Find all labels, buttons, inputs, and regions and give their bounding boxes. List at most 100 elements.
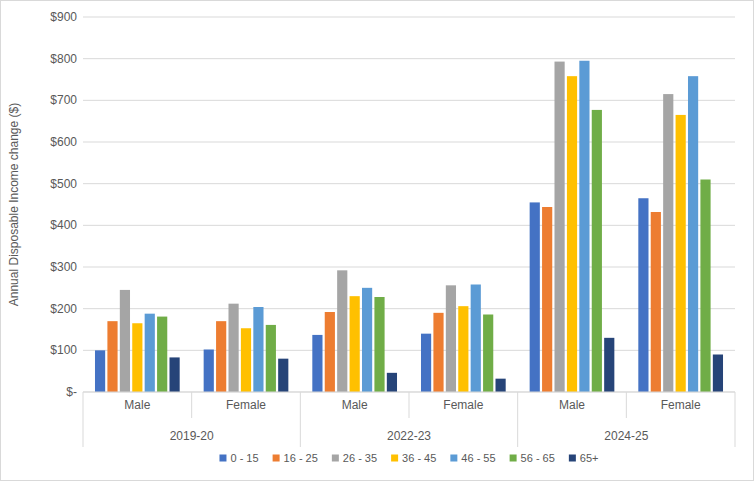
y-axis-title: Annual Disposable Income change ($)	[7, 103, 21, 306]
y-tick-label: $500	[50, 177, 77, 191]
y-tick-label: $400	[50, 218, 77, 232]
x-group-label: 2019-20	[170, 429, 214, 443]
legend-swatch	[510, 455, 517, 462]
grid-line	[83, 100, 735, 101]
bar	[120, 290, 130, 392]
chart-border	[1, 1, 754, 481]
x-tick-label: Female	[661, 398, 701, 412]
legend-item: 46 - 55	[450, 452, 495, 464]
legend-label: 16 - 25	[284, 452, 318, 464]
x-separator	[626, 392, 627, 418]
bar	[325, 312, 335, 392]
bar	[688, 76, 698, 392]
y-tick-label: $-	[66, 385, 77, 399]
legend-item: 56 - 65	[510, 452, 555, 464]
bar	[471, 285, 481, 393]
bar	[495, 379, 505, 392]
y-tick-label: $100	[50, 343, 77, 357]
bar	[350, 296, 360, 392]
bar	[95, 350, 105, 392]
y-tick-label: $700	[50, 93, 77, 107]
bar	[278, 359, 288, 392]
bar	[458, 306, 468, 392]
legend-swatch	[391, 455, 398, 462]
bar	[266, 325, 276, 392]
bar	[169, 357, 179, 392]
grid-line	[83, 350, 735, 351]
bar	[253, 307, 263, 392]
grid-line	[83, 142, 735, 143]
bar	[421, 334, 431, 392]
y-tick-label: $300	[50, 260, 77, 274]
bar	[542, 207, 552, 392]
chart: $-$100$200$300$400$500$600$700$800$900An…	[0, 0, 754, 481]
legend-swatch	[219, 455, 226, 462]
x-separator	[735, 392, 736, 447]
x-tick-label: Male	[559, 398, 585, 412]
bar	[567, 76, 577, 392]
x-group-label: 2024-25	[604, 429, 648, 443]
legend-label: 0 - 15	[230, 452, 258, 464]
x-separator	[191, 392, 192, 418]
bar	[204, 350, 214, 393]
x-separator	[409, 392, 410, 418]
y-tick-label: $900	[50, 10, 77, 24]
bar	[362, 288, 372, 392]
bar	[228, 304, 238, 392]
bar	[676, 115, 686, 392]
legend-item: 65+	[569, 452, 599, 464]
legend-swatch	[569, 455, 576, 462]
bar	[446, 285, 456, 392]
legend-item: 36 - 45	[391, 452, 436, 464]
grid-line	[83, 17, 735, 18]
bar	[651, 212, 661, 392]
bar	[638, 198, 648, 392]
bar	[592, 110, 602, 392]
bar	[216, 321, 226, 392]
x-tick-label: Male	[124, 398, 150, 412]
grid-line	[83, 308, 735, 309]
grid-line	[83, 58, 735, 59]
x-separator	[300, 392, 301, 447]
bar	[604, 338, 614, 392]
bar	[483, 315, 493, 393]
bar	[554, 62, 564, 392]
bar	[579, 61, 589, 392]
bar	[374, 297, 384, 392]
grid-line	[83, 183, 735, 184]
bar	[107, 321, 117, 392]
legend-swatch	[332, 455, 339, 462]
bar	[157, 317, 167, 392]
bar	[132, 323, 142, 392]
legend-label: 65+	[580, 452, 599, 464]
legend-label: 46 - 55	[461, 452, 495, 464]
grid-line	[83, 267, 735, 268]
legend-item: 16 - 25	[273, 452, 318, 464]
bar	[387, 373, 397, 392]
y-tick-label: $600	[50, 135, 77, 149]
x-tick-label: Female	[443, 398, 483, 412]
bar	[713, 355, 723, 393]
legend-label: 26 - 35	[343, 452, 377, 464]
bar	[241, 328, 251, 392]
bar	[700, 180, 710, 393]
bar	[337, 270, 347, 392]
grid-line	[83, 225, 735, 226]
x-separator	[83, 392, 84, 447]
x-group-label: 2022-23	[387, 429, 431, 443]
legend: 0 - 15 16 - 25 26 - 35 36 - 45 46 - 55 56 - 6…	[219, 452, 598, 464]
bar	[663, 94, 673, 392]
x-separator	[517, 392, 518, 447]
legend-label: 56 - 65	[521, 452, 555, 464]
legend-label: 36 - 45	[402, 452, 436, 464]
bar	[145, 314, 155, 392]
x-tick-label: Female	[226, 398, 266, 412]
legend-swatch	[450, 455, 457, 462]
bar	[530, 202, 540, 392]
legend-swatch	[273, 455, 280, 462]
legend-item: 0 - 15	[219, 452, 258, 464]
x-tick-label: Male	[342, 398, 368, 412]
y-tick-label: $800	[50, 52, 77, 66]
bars	[95, 61, 723, 392]
legend-item: 26 - 35	[332, 452, 377, 464]
